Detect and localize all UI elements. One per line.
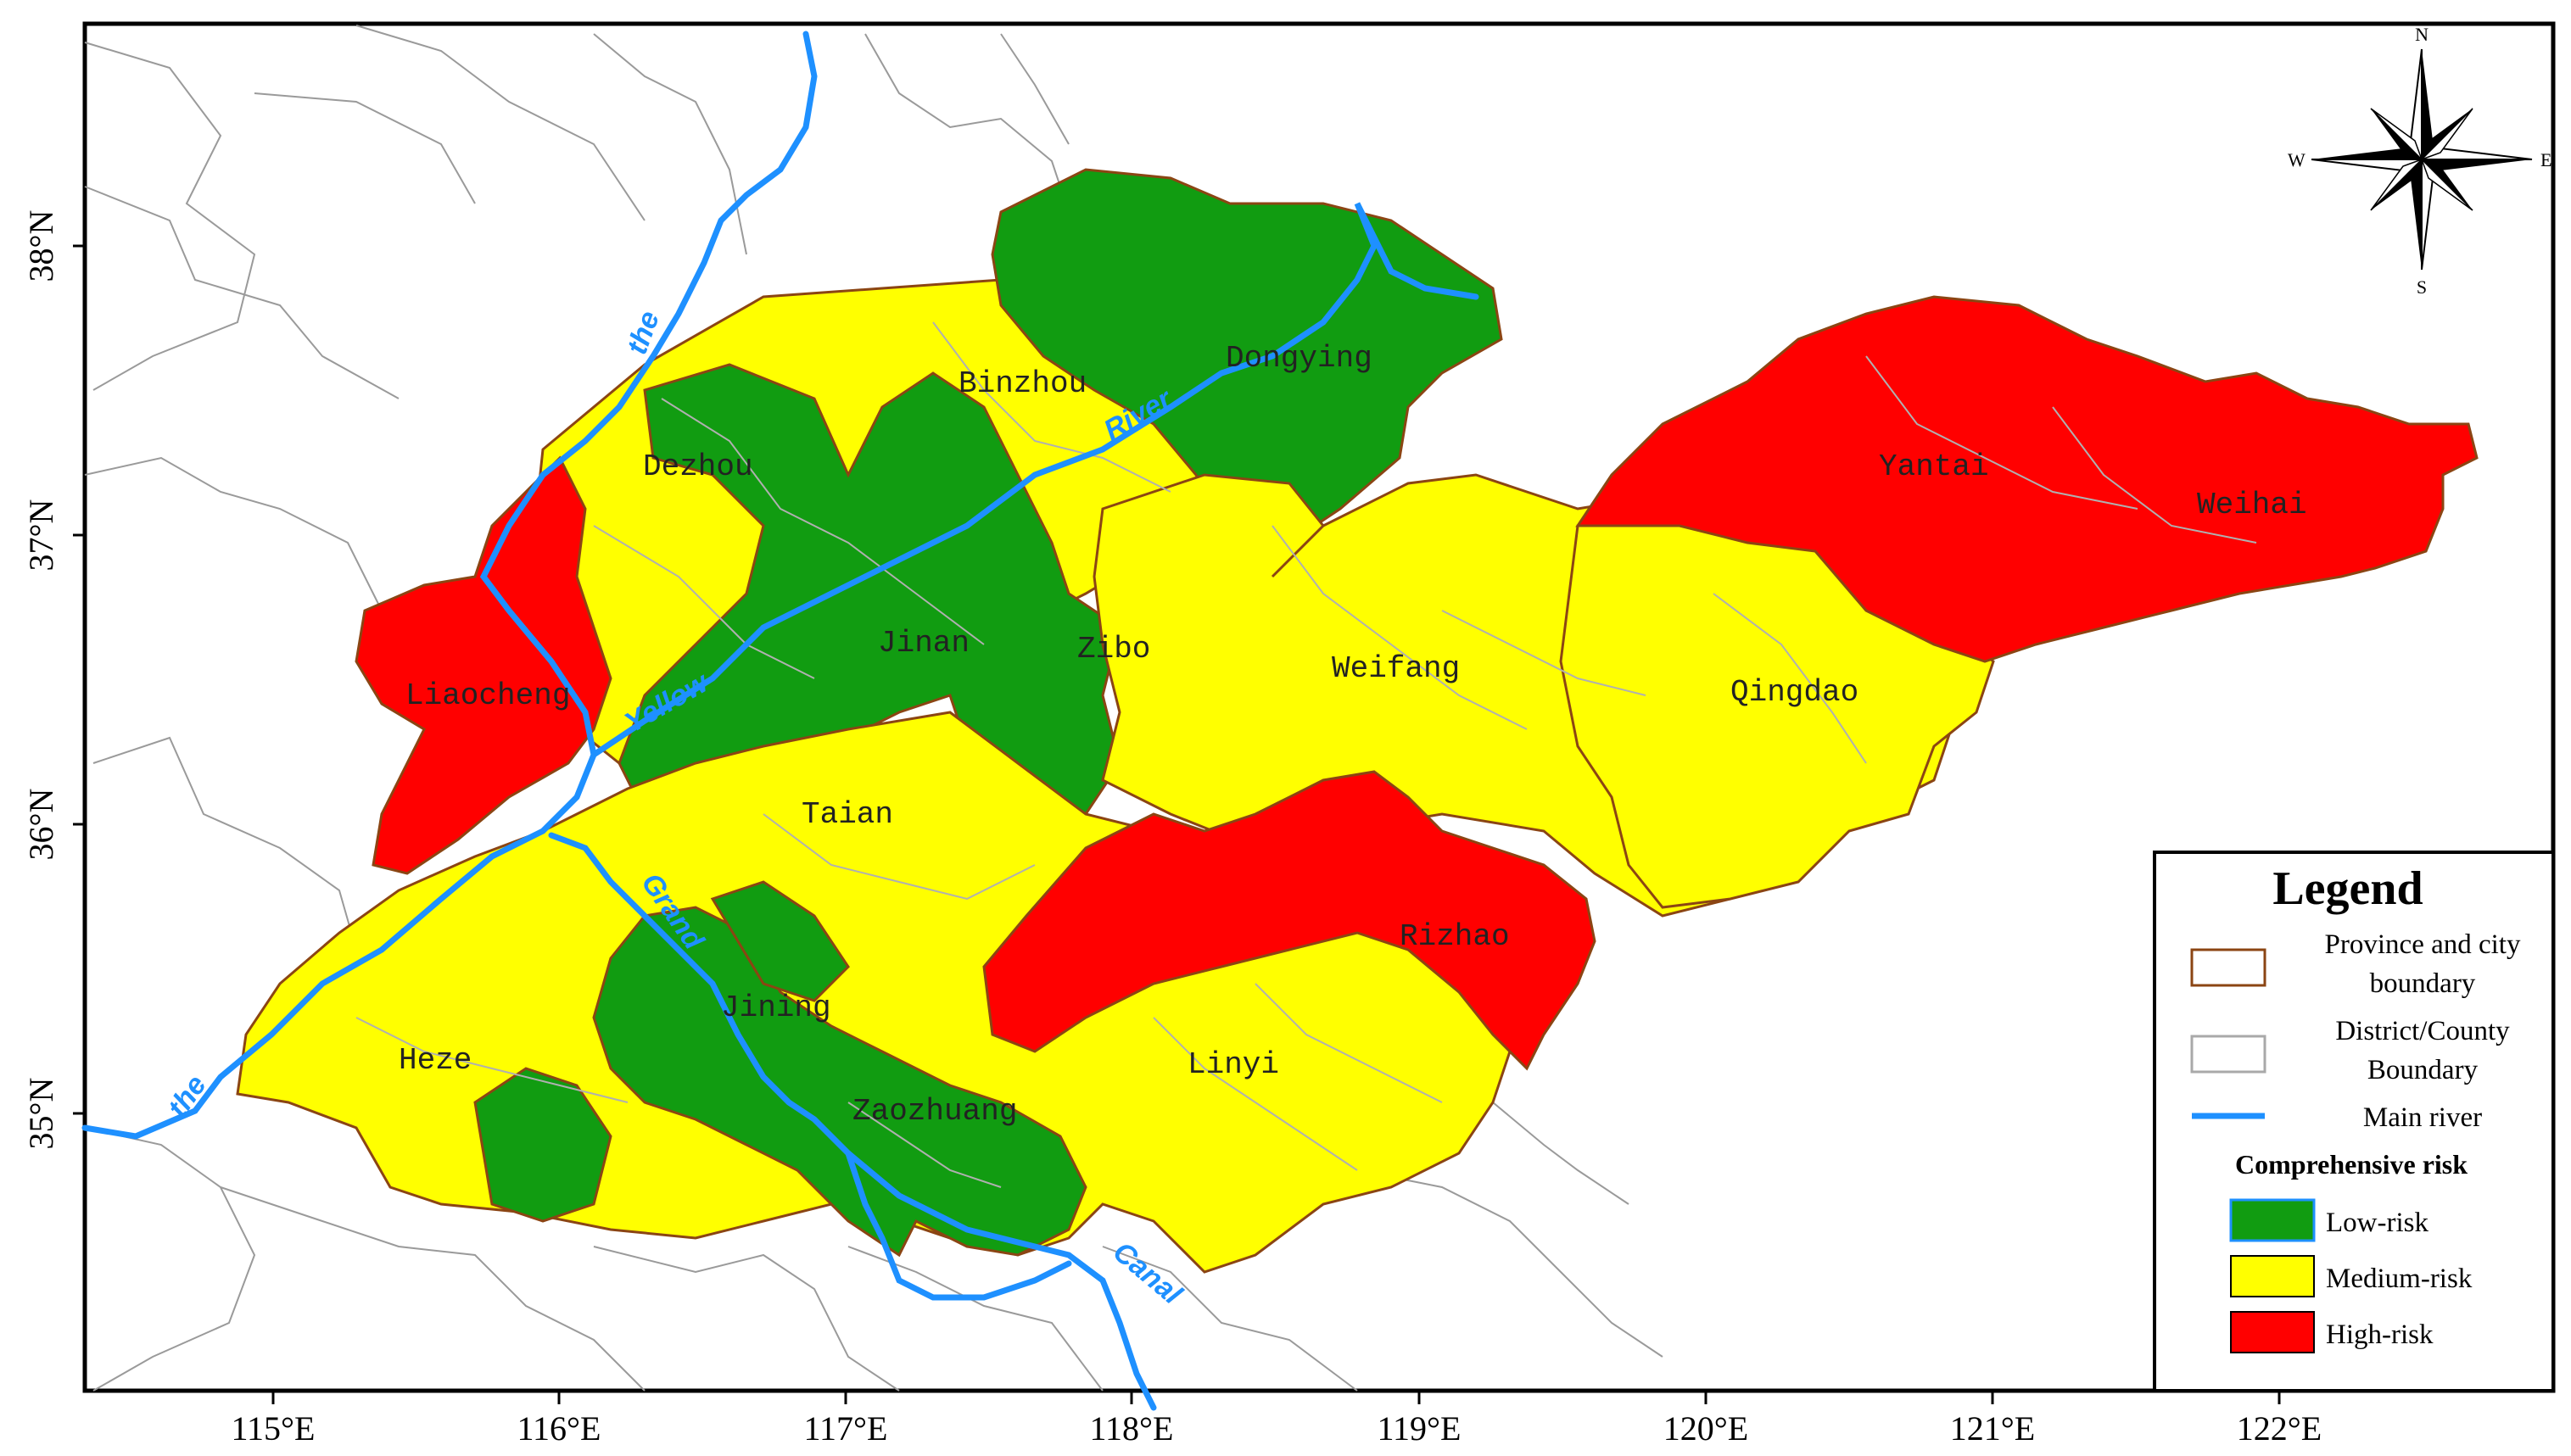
legend-swatch-district — [2190, 1035, 2266, 1074]
legend-swatch-low — [2229, 1198, 2316, 1242]
legend-subtitle: Comprehensive risk — [2235, 1149, 2468, 1180]
lon-tick-label: 120°E — [1663, 1409, 1748, 1448]
lon-tick-label: 118°E — [1090, 1409, 1174, 1448]
grand-canal-south — [845, 1150, 1072, 1301]
compass-n: N — [2415, 24, 2428, 45]
lat-tick-label: 36°N — [22, 789, 60, 861]
legend-label-province: Province and city — [2325, 929, 2521, 960]
city-label-liaocheng: Liaocheng — [405, 678, 570, 713]
legend-label-district-2: Boundary — [2367, 1055, 2479, 1085]
legend-swatch-high — [2230, 1311, 2315, 1353]
legend-label-district: District/County — [2335, 1016, 2510, 1046]
city-label-zibo: Zibo — [1077, 632, 1150, 667]
legend-label-low: Low-risk — [2326, 1208, 2428, 1238]
compass-w: W — [2288, 149, 2306, 170]
risk-regions — [236, 168, 2479, 1274]
axis-ticks — [73, 244, 2281, 1404]
city-label-weihai: Weihai — [2197, 488, 2307, 522]
legend-label-high: High-risk — [2326, 1319, 2434, 1350]
district-boundaries — [355, 321, 2257, 1188]
region-high-liaocheng — [355, 455, 612, 875]
legend-swatch-medium — [2230, 1255, 2315, 1297]
legend-box — [2153, 851, 2555, 1392]
region-low-dongying — [991, 168, 1503, 579]
compass-star-icon — [2311, 48, 2533, 271]
lon-tick-label: 121°E — [1950, 1409, 2035, 1448]
region-low-patch-jining — [710, 880, 850, 1002]
city-label-dezhou: Dezhou — [643, 449, 753, 484]
city-label-yantai: Yantai — [1879, 449, 1989, 484]
lat-tick-label: 37°N — [22, 499, 60, 572]
yellow-river-east — [590, 202, 1479, 758]
longitude-labels: 115°E 116°E 117°E 118°E 119°E 120°E 121°… — [232, 1409, 2322, 1448]
compass-s: S — [2417, 276, 2427, 298]
legend-swatch-province — [2190, 948, 2266, 987]
lon-tick-label: 117°E — [804, 1409, 888, 1448]
legend-label-medium: Medium-risk — [2326, 1264, 2473, 1294]
legend-title: Legend — [2272, 862, 2423, 915]
region-high-rizhao — [982, 770, 1596, 1071]
region-low-patch-heze — [473, 1067, 612, 1223]
city-label-jinan: Jinan — [878, 626, 970, 661]
lat-tick-label: 35°N — [22, 1078, 60, 1150]
city-label-qingdao: Qingdao — [1730, 675, 1858, 710]
city-label-linyi: Linyi — [1188, 1047, 1279, 1082]
latitude-labels: 38°N 37°N 36°N 35°N — [22, 210, 60, 1150]
city-label-heze: Heze — [399, 1043, 472, 1078]
yellow-river — [81, 31, 818, 1140]
city-label-binzhou: Binzhou — [959, 366, 1087, 401]
city-label-taian: Taian — [802, 797, 893, 832]
lon-tick-label: 122°E — [2237, 1409, 2322, 1448]
lon-tick-label: 119°E — [1378, 1409, 1462, 1448]
legend-label-province-2: boundary — [2370, 968, 2476, 999]
city-label-rizhao: Rizhao — [1400, 919, 1510, 954]
legend: Legend Province and city boundary Distri… — [2153, 851, 2555, 1392]
legend-label-river: Main river — [2363, 1102, 2482, 1133]
compass-e: E — [2540, 149, 2551, 170]
city-labels: Binzhou Dongying Dezhou Yantai Weihai Li… — [399, 341, 2307, 1129]
city-label-zaozhuang: Zaozhuang — [852, 1094, 1017, 1129]
city-label-dongying: Dongying — [1226, 341, 1372, 376]
grand-canal — [548, 832, 1157, 1411]
city-label-jining: Jining — [721, 990, 831, 1025]
lon-tick-label: 116°E — [517, 1409, 601, 1448]
lat-tick-label: 38°N — [22, 210, 60, 282]
lon-tick-label: 115°E — [232, 1409, 316, 1448]
city-label-weifang: Weifang — [1332, 651, 1460, 686]
main-rivers — [81, 31, 1479, 1411]
compass-rose: N S E W — [2288, 24, 2551, 298]
